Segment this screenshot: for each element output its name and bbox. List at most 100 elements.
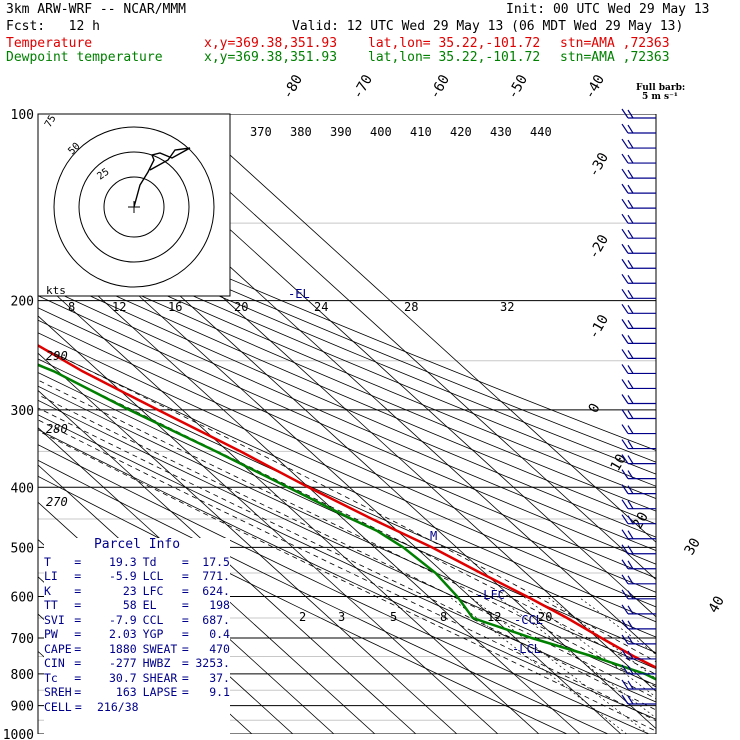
wind-barb bbox=[621, 349, 656, 360]
parcel-value: 771. bbox=[202, 569, 230, 583]
wind-barb bbox=[621, 439, 656, 450]
wind-barb bbox=[621, 649, 656, 660]
wind-barb bbox=[621, 469, 656, 480]
wind-barb-flag bbox=[627, 545, 634, 555]
wind-barb-flag bbox=[621, 349, 629, 359]
isotherm bbox=[143, 114, 656, 581]
parcel-info-row: SVI = -7.9 CCL = 687. bbox=[44, 612, 230, 627]
parcel-label: EL bbox=[142, 598, 157, 612]
wind-barb-flag bbox=[621, 499, 629, 509]
isotherm-label: -50 bbox=[505, 72, 532, 102]
parcel-info-row: T = 19.3 Td = 17.5 bbox=[44, 554, 230, 569]
parcel-info-row: TT = 58 EL = 198 bbox=[44, 598, 230, 612]
wind-barb-flag bbox=[621, 123, 629, 134]
wind-barb-flag bbox=[621, 439, 629, 449]
barb-header-line1: Full barb: bbox=[636, 83, 686, 93]
level-annotation: -LFC bbox=[476, 588, 505, 602]
hodo-speed-label: 32 bbox=[500, 300, 514, 314]
barb-header: Full barb: 5 m s⁻¹ bbox=[636, 84, 685, 102]
wind-barb bbox=[621, 424, 656, 435]
wind-barb bbox=[621, 138, 656, 149]
isotherm-label: -70 bbox=[350, 72, 377, 102]
wind-barb-flag bbox=[621, 664, 629, 675]
wind-barb bbox=[621, 304, 656, 314]
parcel-label: Td bbox=[142, 554, 157, 569]
parcel-value: 163 bbox=[115, 685, 137, 699]
parcel-label: Tc bbox=[44, 670, 58, 685]
temperature-legend: Temperature bbox=[6, 36, 93, 51]
wind-barb bbox=[621, 589, 656, 600]
parcel-label: SHEAR bbox=[142, 670, 178, 685]
dry-adiabat-label: 290 bbox=[46, 349, 68, 363]
isotherm bbox=[38, 278, 540, 734]
wind-barb-flag bbox=[621, 213, 629, 224]
dry-adiabat-label: 270 bbox=[46, 495, 68, 509]
wind-barb bbox=[621, 243, 656, 254]
wind-barb bbox=[621, 273, 656, 284]
wind-barb bbox=[621, 108, 656, 119]
wind-barb-flag bbox=[621, 424, 629, 434]
wind-barb-flag bbox=[621, 228, 629, 239]
wind-barb bbox=[621, 694, 656, 705]
hodograph-ring-label: 75 bbox=[43, 114, 59, 130]
wind-barb-flag bbox=[627, 515, 634, 525]
wind-barb bbox=[621, 213, 656, 224]
hodo-units-label: kts bbox=[46, 284, 66, 297]
parcel-value: 470 bbox=[209, 641, 230, 656]
parcel-value: 58 bbox=[122, 598, 137, 612]
isotherm-label: 30 bbox=[682, 535, 704, 558]
wind-barb bbox=[621, 544, 656, 555]
wind-barb-flag bbox=[621, 334, 629, 344]
dry-adiabat bbox=[38, 444, 650, 734]
wind-barb-flag bbox=[627, 695, 634, 705]
wind-barb bbox=[621, 288, 656, 299]
dry-adiabat bbox=[38, 226, 656, 487]
wind-barb-flag bbox=[621, 153, 629, 164]
hodo-speed-label: 16 bbox=[168, 300, 182, 314]
hodo-speed-label: 24 bbox=[314, 300, 328, 314]
mixing-ratio-label: 20 bbox=[538, 610, 552, 624]
theta-e-label: 370 bbox=[250, 125, 272, 139]
mixing-ratio-label: 2 bbox=[299, 610, 306, 624]
dry-adiabat bbox=[38, 295, 656, 565]
wind-barb-flag bbox=[627, 124, 634, 134]
wind-barb-flag bbox=[627, 455, 634, 464]
wind-barb-flag bbox=[621, 258, 629, 269]
wind-barb-flag bbox=[627, 259, 634, 269]
dry-adiabat bbox=[38, 195, 656, 451]
temperature-latlon: lat,lon= 35.22,-101.72 bbox=[368, 36, 541, 51]
wind-barb-flag bbox=[627, 590, 634, 600]
wind-barb-flag bbox=[627, 139, 634, 149]
parcel-label: SWEAT bbox=[142, 641, 178, 656]
wind-barb-flag bbox=[621, 469, 629, 479]
isotherm-label: 0 bbox=[586, 401, 604, 416]
pressure-label: 1000 bbox=[3, 728, 34, 740]
wind-barb-flag bbox=[621, 514, 629, 525]
wind-barb bbox=[621, 198, 656, 209]
wind-barb bbox=[621, 499, 656, 510]
temperature-line bbox=[38, 344, 656, 669]
wind-barb-flag bbox=[621, 559, 629, 570]
level-annotation: -LCL bbox=[512, 642, 541, 656]
level-annotation: M bbox=[430, 529, 437, 543]
mixing-ratio-label: 12 bbox=[487, 610, 501, 624]
wind-barb-flag bbox=[627, 680, 634, 690]
wind-barb-flag bbox=[621, 198, 629, 209]
pressure-label: 200 bbox=[11, 295, 34, 310]
wind-barb bbox=[621, 514, 656, 525]
wind-barb-flag bbox=[621, 574, 629, 585]
parcel-info-row: CAPE = 1880 SWEAT = 470 bbox=[44, 641, 230, 656]
isotherm bbox=[38, 240, 581, 734]
wind-barb-flag bbox=[621, 604, 629, 615]
wind-barb-flag bbox=[627, 500, 634, 509]
parcel-info-row: CELL = 216/38 bbox=[44, 700, 230, 715]
hodo-speed-label: 28 bbox=[404, 300, 418, 314]
mixing-ratio-label: 5 bbox=[390, 610, 397, 624]
mixing-ratio-label: 3 bbox=[338, 610, 345, 624]
parcel-value: 9.1 bbox=[209, 685, 230, 699]
hodograph-ring bbox=[53, 126, 215, 288]
pressure-label: 400 bbox=[11, 481, 34, 496]
wind-barb-flag bbox=[627, 320, 634, 329]
forecast-hour: Fcst: 12 h bbox=[6, 19, 100, 34]
mixing-ratio-line bbox=[469, 596, 649, 734]
